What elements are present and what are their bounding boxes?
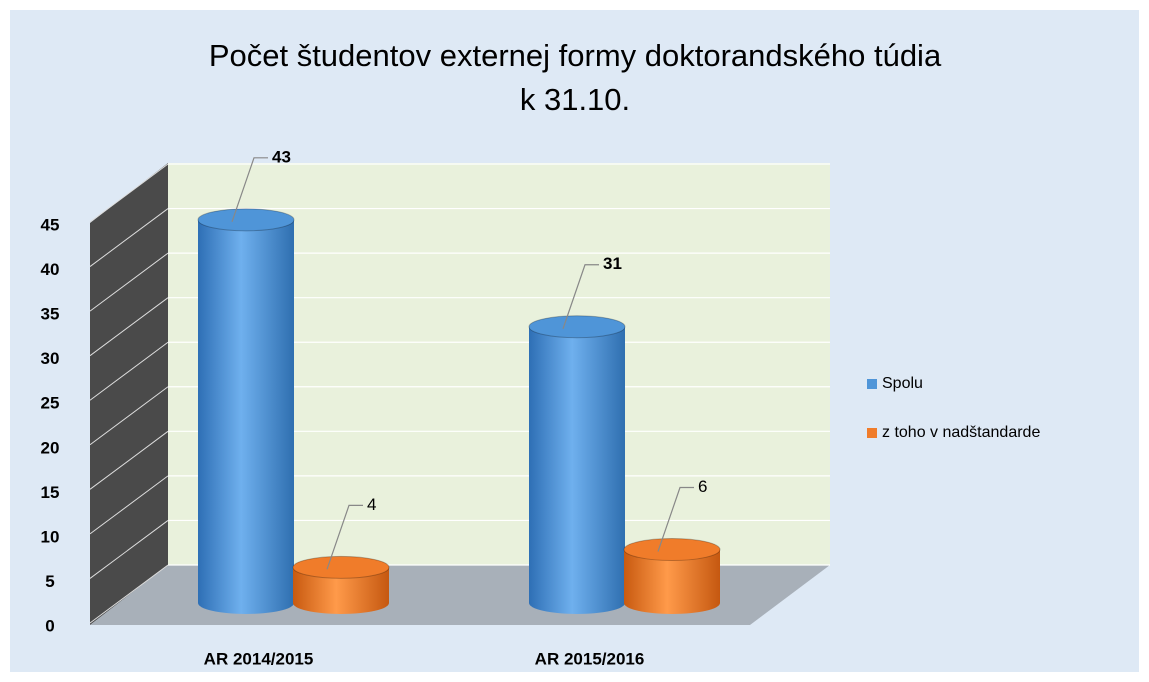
data-label: 4: [367, 495, 376, 514]
y-tick-label: 5: [45, 572, 54, 591]
legend-label: Spolu: [882, 375, 923, 392]
y-tick-label: 30: [41, 349, 60, 368]
cylinder-top: [623, 538, 721, 562]
cylinder-top: [197, 208, 295, 232]
grid-line: [89, 341, 169, 401]
bars: 43 4 31 6: [197, 147, 721, 615]
data-label: 43: [272, 147, 291, 166]
cylinder: [624, 549, 720, 614]
leader-line: [231, 157, 268, 223]
y-tick-label: 10: [41, 527, 60, 546]
cylinder: [198, 219, 294, 615]
data-label: 31: [603, 254, 622, 273]
grid-line: [89, 564, 169, 624]
leader-line: [326, 504, 363, 570]
legend-swatch: [867, 379, 877, 389]
x-tick-label: AR 2015/2016: [535, 649, 645, 668]
y-tick-label: 45: [41, 215, 60, 234]
grid-line: [89, 297, 169, 357]
grid-line: [89, 252, 169, 312]
legend-swatch: [867, 428, 877, 438]
y-tick-label: 20: [41, 438, 60, 457]
x-tick-label: AR 2014/2015: [204, 649, 314, 668]
y-tick-label: 40: [41, 260, 60, 279]
grid-line: [89, 208, 169, 267]
grid-line: [89, 520, 169, 579]
side-wall: [90, 163, 168, 625]
cylinder: [293, 567, 389, 614]
data-label: 6: [698, 477, 707, 496]
y-tick-label: 0: [45, 616, 54, 635]
y-tick-label: 25: [41, 394, 60, 413]
cylinder: [529, 326, 625, 614]
cylinder-top: [528, 315, 626, 339]
leader-line: [657, 486, 694, 552]
y-tick-label: 35: [41, 305, 60, 324]
grid-line: [89, 475, 169, 535]
chart-title: k 31.10.: [520, 82, 630, 117]
y-tick-label: 15: [41, 483, 60, 502]
grid-line: [89, 430, 169, 490]
legend-label: z toho v nadštandarde: [882, 424, 1040, 441]
leader-line: [562, 264, 599, 329]
chart-title: Počet študentov externej formy doktorand…: [209, 38, 942, 73]
back-wall: [168, 163, 830, 565]
grid-line: [89, 386, 169, 446]
cylinder-top: [292, 555, 390, 579]
grid-line: [89, 163, 169, 223]
